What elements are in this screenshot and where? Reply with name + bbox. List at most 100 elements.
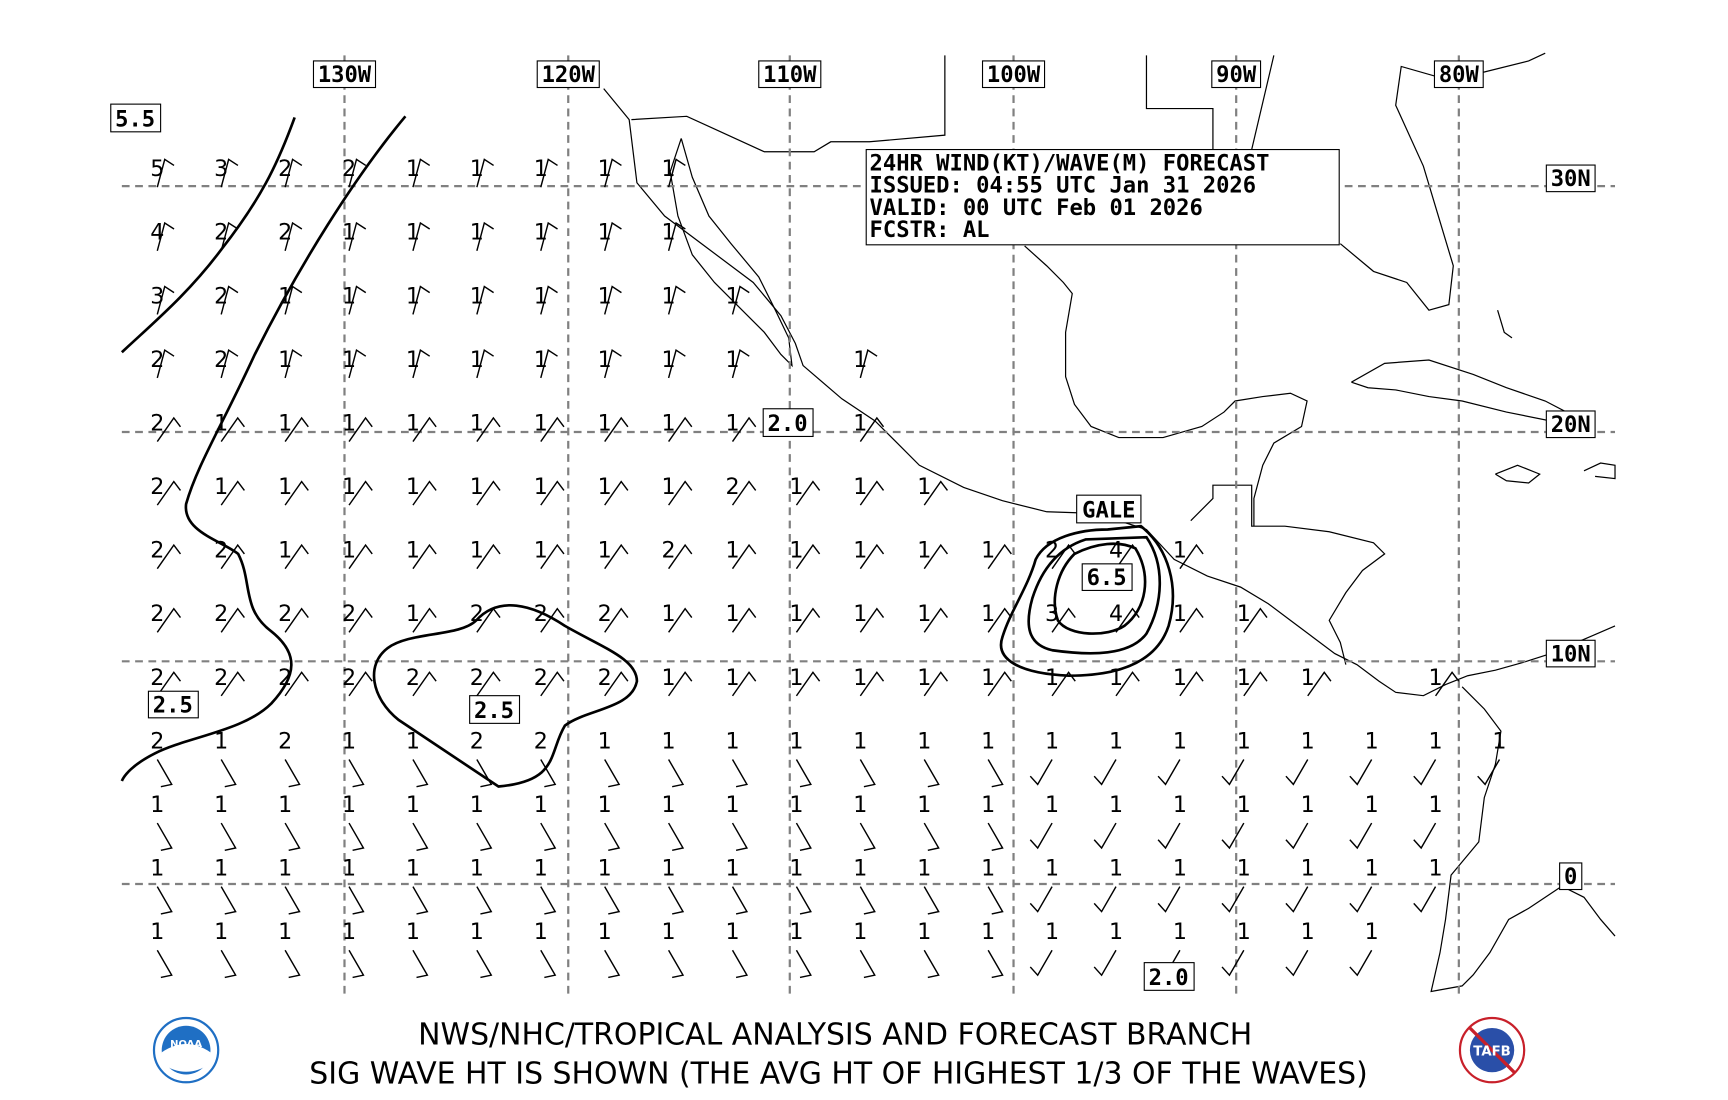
wind-barb [476,285,494,315]
wind-barb [412,221,431,251]
lat-lon-grid [121,55,1616,995]
wave-height-value: 1 [662,856,676,882]
wind-barb [220,543,245,570]
wave-height-value: 1 [598,220,612,246]
wind-barb [859,949,876,979]
wave-height-value: 1 [725,856,739,882]
contour-west [120,115,407,782]
wave-height-value: 1 [1173,538,1187,564]
wave-height-value: 1 [725,919,739,945]
wave-height-value: 1 [214,410,228,436]
wind-barb [987,886,1004,915]
wind-barb [1093,886,1117,913]
wind-barb [668,607,693,633]
wave-height-value: 1 [534,856,548,882]
wind-barb [603,221,622,251]
wind-barb [220,949,237,979]
wind-barb [284,759,301,788]
wave-height-value: 1 [1237,601,1251,627]
wind-barb [1285,759,1309,786]
wind-barb [987,671,1012,697]
wave-height-value: 1 [1301,856,1315,882]
wind-barb [667,886,685,915]
wind-barb [476,349,494,379]
wave-height-value: 1 [853,792,867,818]
wind-barb [668,480,693,506]
wave-height-value: 2 [1045,538,1059,564]
contour-label: 2.0 [1149,965,1189,991]
wave-height-contours [120,115,1175,788]
wind-barb [284,285,303,315]
wind-barb [923,759,940,788]
wind-barb [795,671,821,697]
wave-height-value: 1 [342,919,356,945]
wave-height-value: 3 [214,156,228,182]
wind-barb [1179,543,1204,570]
wind-barb [156,607,182,633]
wind-barb [284,886,301,915]
wind-barb [348,607,373,633]
wind-barb [284,607,309,633]
wave-height-value: 1 [725,347,739,373]
wave-height-value: 1 [917,728,931,754]
wave-height-value: 2 [214,601,228,627]
wind-barb [156,671,182,697]
wind-barb [859,543,885,570]
wave-height-value: 1 [214,856,228,882]
wind-barb [348,886,365,915]
wind-barb [476,671,501,697]
wave-height-value: 1 [278,538,292,564]
gulf-of-mexico-coast [1024,245,1308,527]
baja-peninsula [669,138,793,368]
wave-height-value: 1 [598,856,612,882]
wind-barb [731,671,757,697]
wave-height-value: 1 [789,474,803,500]
wind-barb [987,822,1004,852]
wave-height-value: 1 [917,792,931,818]
wind-barb [1243,607,1268,633]
wave-height-value: 1 [789,601,803,627]
wind-barb [604,671,629,697]
wave-height-value: 1 [278,792,292,818]
wave-height-value: 1 [725,728,739,754]
wave-height-value: 1 [917,538,931,564]
wave-height-value: 1 [1365,856,1379,882]
wind-barb [220,759,237,788]
wind-barb [1285,822,1309,850]
wind-barb [220,886,237,915]
wind-barb [667,221,686,251]
tafb-logo: TAFB [1458,1016,1526,1084]
wind-barb [667,285,686,315]
wind-barb [1221,759,1245,786]
wind-barb [1477,759,1501,786]
gale-contour-outer [999,524,1175,678]
wind-barb [987,543,1012,570]
wave-height-value: 1 [1237,728,1251,754]
lat-label: 0 [1564,864,1577,890]
wave-height-value: 2 [150,601,164,627]
wind-barb [476,759,493,788]
wave-height-value: 1 [662,792,676,818]
wave-height-value: 1 [853,601,867,627]
lon-label: 110W [763,62,817,88]
wave-height-value: 2 [214,283,228,309]
wind-barb [540,480,565,506]
wind-barb [1413,886,1437,913]
wave-height-value: 1 [662,601,676,627]
wind-barb [540,822,557,852]
wind-barb [1029,886,1053,913]
footer-agency: NWS/NHC/TROPICAL ANALYSIS AND FORECAST B… [418,1018,1252,1053]
wave-height-value: 1 [342,856,356,882]
wind-barb [923,607,949,633]
wind-barb [220,349,239,379]
wind-barbs [156,158,1501,979]
wind-barb [348,158,367,188]
forecast-info-box: 24HR WIND(KT)/WAVE(M) FORECAST ISSUED: 0… [865,148,1340,246]
wave-height-value: 1 [214,474,228,500]
wave-height-value: 1 [598,156,612,182]
forecast-title: 24HR WIND(KT)/WAVE(M) FORECAST [870,151,1270,177]
wave-height-value: 1 [662,474,676,500]
bahamas [1497,309,1513,339]
wave-height-value: 1 [470,856,484,882]
